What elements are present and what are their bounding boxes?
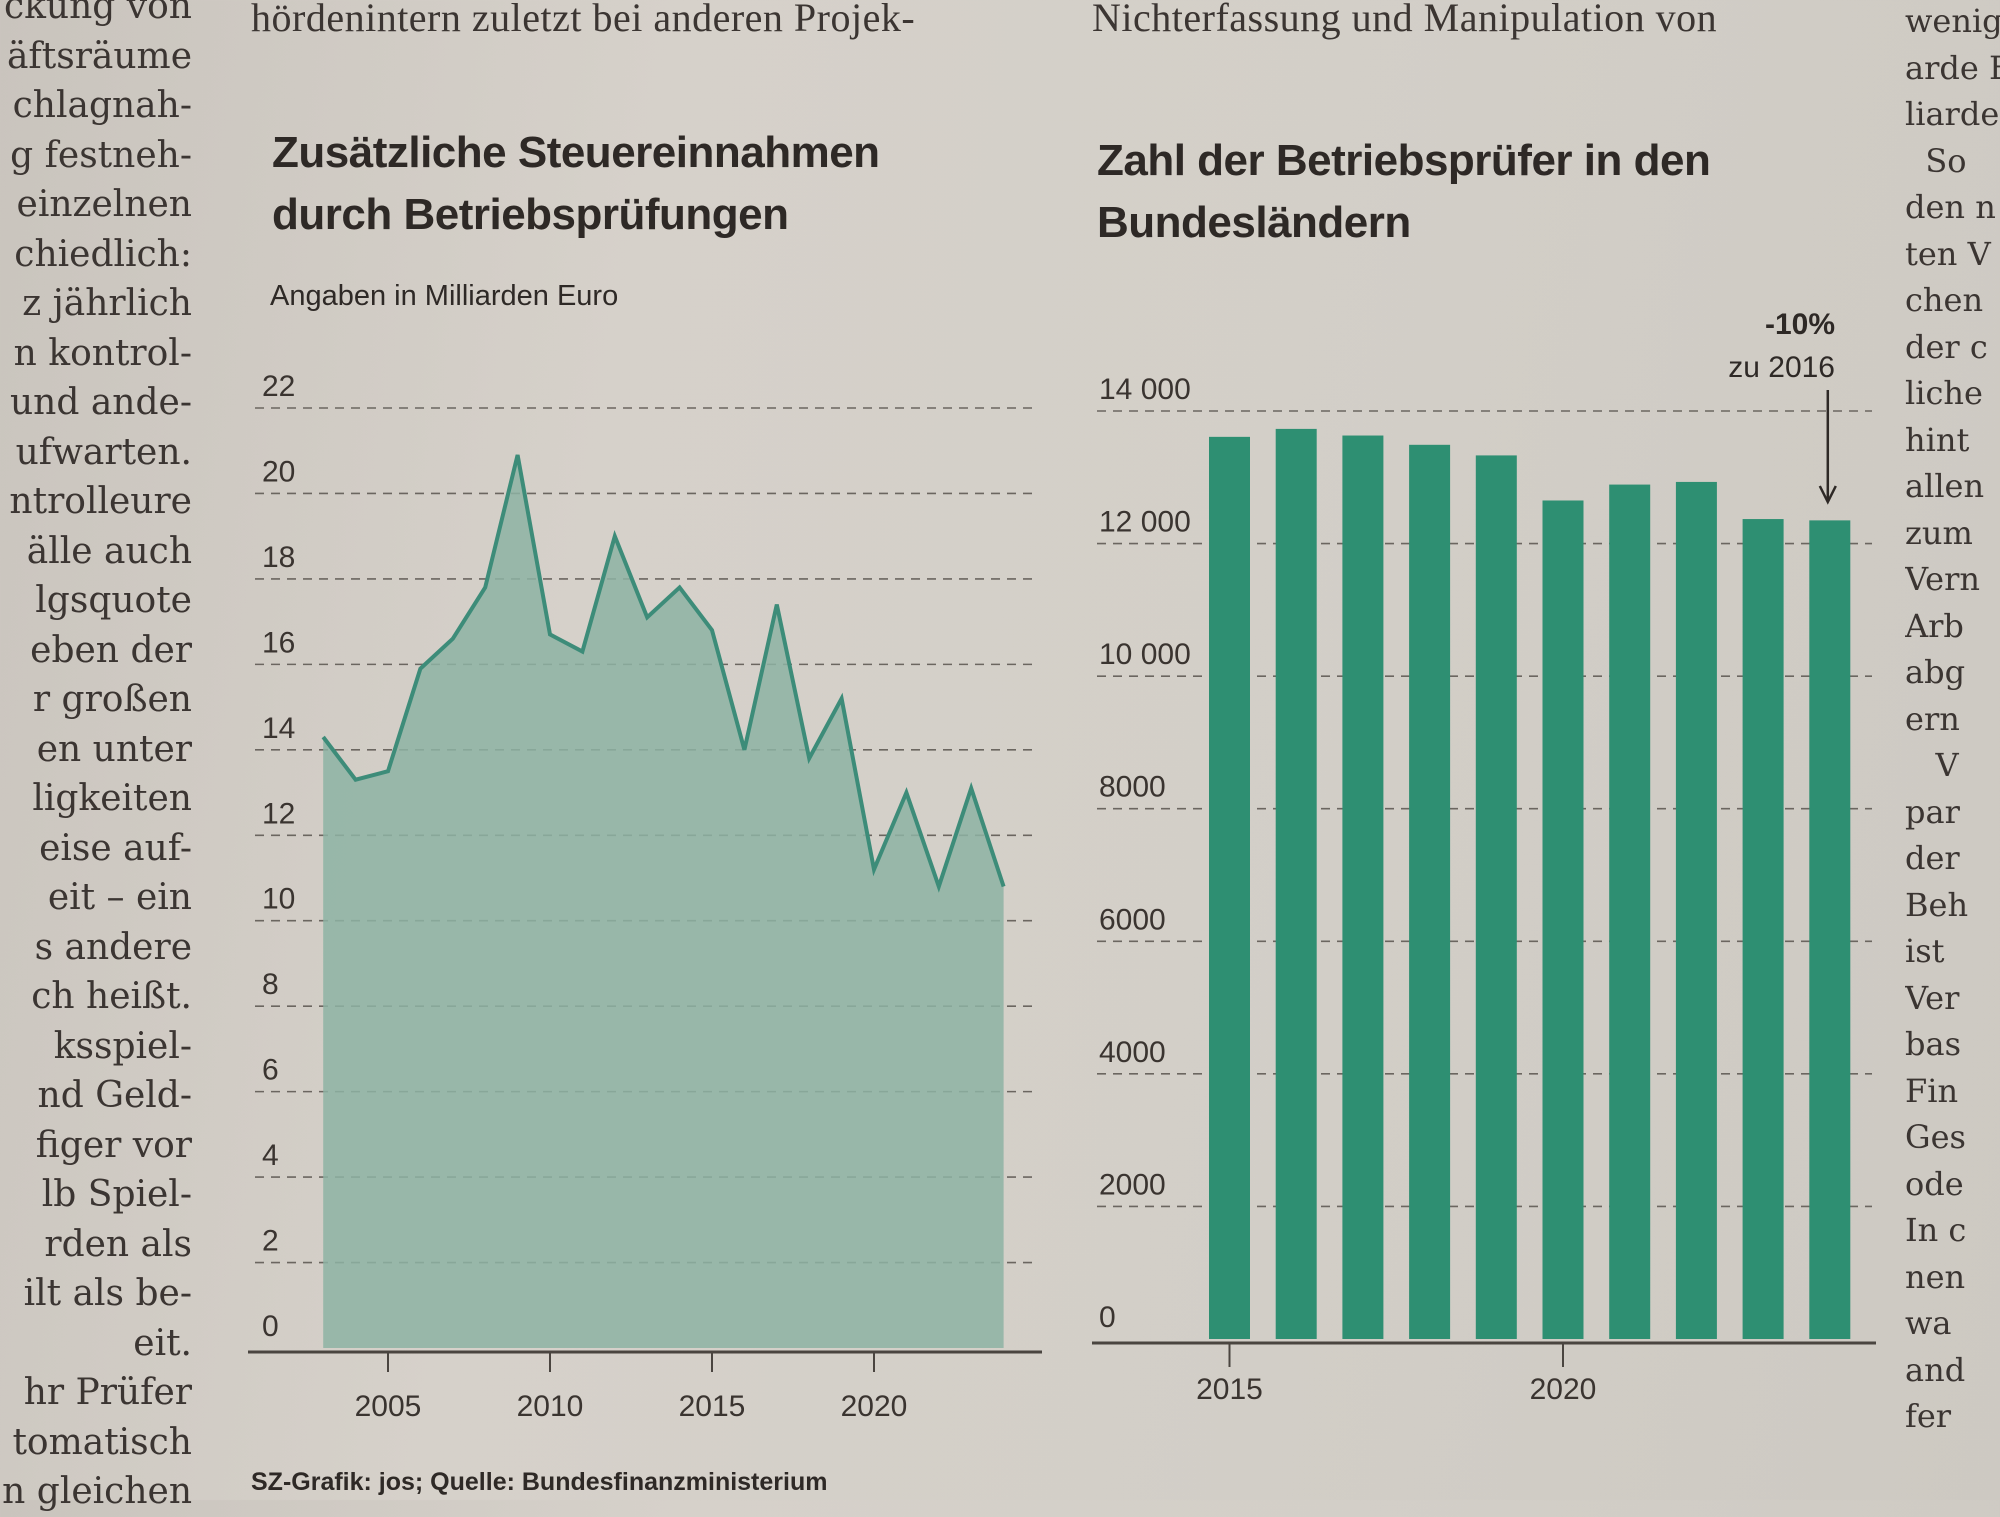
bar — [1409, 445, 1450, 1339]
y-tick-label: 14 — [262, 712, 295, 745]
bar — [1809, 520, 1850, 1339]
y-tick-label: 20 — [262, 455, 295, 488]
annotation-value: -10% — [1765, 308, 1835, 341]
bar — [1209, 437, 1250, 1339]
bar — [1609, 485, 1650, 1339]
y-tick-label: 8 — [262, 968, 279, 1001]
y-tick-label: 22 — [262, 370, 295, 403]
bar — [1276, 429, 1317, 1339]
source-credit: SZ-Grafik: jos; Quelle: Bundesfinanzmini… — [251, 1468, 827, 1497]
bar — [1476, 455, 1517, 1339]
bar — [1342, 436, 1383, 1339]
y-tick-label: 16 — [262, 626, 295, 659]
area-fill — [323, 455, 1003, 1348]
bar — [1676, 482, 1717, 1339]
x-tick-label: 2020 — [1530, 1373, 1597, 1406]
y-tick-label: 12 — [262, 797, 295, 830]
y-tick-label: 18 — [262, 541, 295, 574]
y-tick-label: 6000 — [1099, 903, 1166, 936]
x-tick-label: 2010 — [517, 1390, 584, 1423]
y-tick-label: 10 — [262, 883, 295, 916]
x-tick-label: 2005 — [355, 1390, 422, 1423]
y-tick-label: 2000 — [1099, 1168, 1166, 1201]
x-tick-label: 2020 — [841, 1390, 908, 1423]
bar — [1743, 519, 1784, 1339]
x-tick-label: 2015 — [679, 1390, 746, 1423]
y-tick-label: 8000 — [1099, 771, 1166, 804]
y-tick-label: 0 — [262, 1310, 279, 1343]
y-tick-label: 6 — [262, 1054, 279, 1087]
y-tick-label: 4000 — [1099, 1036, 1166, 1069]
y-tick-label: 12 000 — [1099, 506, 1191, 539]
annotation-label: zu 2016 — [1728, 351, 1835, 384]
y-tick-label: 0 — [1099, 1301, 1116, 1334]
y-tick-label: 10 000 — [1099, 638, 1191, 671]
y-tick-label: 4 — [262, 1139, 279, 1172]
bar — [1543, 500, 1584, 1339]
y-tick-label: 2 — [262, 1225, 279, 1258]
x-tick-label: 2015 — [1196, 1373, 1263, 1406]
y-tick-label: 14 000 — [1099, 373, 1191, 406]
